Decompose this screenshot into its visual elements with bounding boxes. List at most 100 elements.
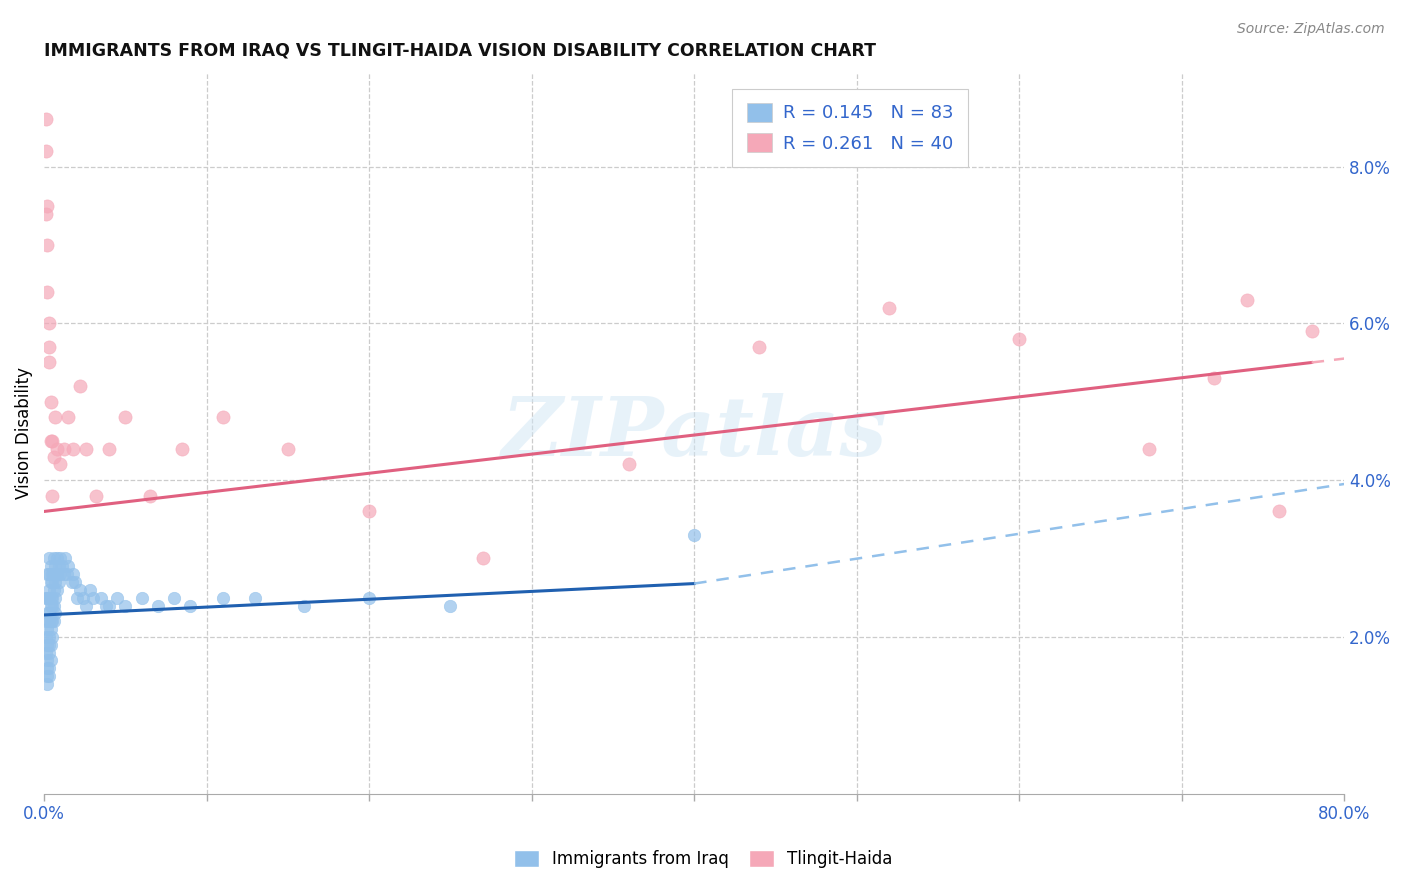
Point <box>62 442 84 456</box>
Point <box>37 591 59 605</box>
Point <box>38 340 60 354</box>
Point <box>146 599 169 613</box>
Point <box>56 567 79 582</box>
Point <box>38 638 60 652</box>
Point <box>41 630 63 644</box>
Point <box>35 112 58 127</box>
Point <box>42 450 65 464</box>
Point <box>49 458 72 472</box>
Legend: Immigrants from Iraq, Tlingit-Haida: Immigrants from Iraq, Tlingit-Haida <box>508 843 898 875</box>
Point <box>44 607 66 621</box>
Point <box>37 677 59 691</box>
Point <box>48 574 70 589</box>
Point <box>38 607 60 621</box>
Point <box>38 355 60 369</box>
Point <box>44 559 66 574</box>
Point <box>439 599 461 613</box>
Point <box>35 591 58 605</box>
Point <box>53 551 76 566</box>
Point <box>41 574 63 589</box>
Point <box>172 442 194 456</box>
Point <box>38 646 60 660</box>
Point <box>62 567 84 582</box>
Point <box>38 661 60 675</box>
Point <box>179 599 201 613</box>
Point <box>69 379 91 393</box>
Point <box>38 567 60 582</box>
Point <box>75 599 97 613</box>
Text: Source: ZipAtlas.com: Source: ZipAtlas.com <box>1237 22 1385 37</box>
Point <box>748 340 770 354</box>
Point <box>38 614 60 628</box>
Point <box>46 551 69 566</box>
Point <box>44 591 66 605</box>
Point <box>277 442 299 456</box>
Point <box>51 559 73 574</box>
Point <box>41 599 63 613</box>
Point <box>75 442 97 456</box>
Point <box>163 591 186 605</box>
Point <box>1204 371 1226 385</box>
Point <box>35 630 58 644</box>
Point <box>39 622 62 636</box>
Point <box>359 591 381 605</box>
Point <box>44 410 66 425</box>
Point <box>38 582 60 597</box>
Point <box>37 622 59 636</box>
Point <box>42 599 65 613</box>
Point <box>37 567 59 582</box>
Point <box>63 574 86 589</box>
Text: IMMIGRANTS FROM IRAQ VS TLINGIT-HAIDA VISION DISABILITY CORRELATION CHART: IMMIGRANTS FROM IRAQ VS TLINGIT-HAIDA VI… <box>44 42 876 60</box>
Point <box>41 591 63 605</box>
Point <box>39 638 62 652</box>
Point <box>39 653 62 667</box>
Point <box>138 489 160 503</box>
Point <box>42 614 65 628</box>
Point <box>1268 504 1291 518</box>
Point <box>114 599 136 613</box>
Point <box>105 591 128 605</box>
Point <box>58 559 80 574</box>
Point <box>41 434 63 448</box>
Point <box>37 653 59 667</box>
Point <box>683 528 706 542</box>
Legend: R = 0.145   N = 83, R = 0.261   N = 40: R = 0.145 N = 83, R = 0.261 N = 40 <box>733 88 967 167</box>
Point <box>1301 324 1323 338</box>
Point <box>42 551 65 566</box>
Point <box>292 599 315 613</box>
Point <box>35 144 58 158</box>
Point <box>35 646 58 660</box>
Point <box>90 591 112 605</box>
Point <box>46 567 69 582</box>
Point <box>72 591 94 605</box>
Point <box>131 591 153 605</box>
Point <box>82 591 104 605</box>
Point <box>44 574 66 589</box>
Point <box>84 489 107 503</box>
Point <box>38 630 60 644</box>
Point <box>212 591 235 605</box>
Point <box>49 551 72 566</box>
Point <box>38 591 60 605</box>
Point <box>41 489 63 503</box>
Point <box>212 410 235 425</box>
Point <box>39 614 62 628</box>
Point <box>41 614 63 628</box>
Point <box>42 567 65 582</box>
Point <box>37 661 59 675</box>
Point <box>38 316 60 330</box>
Point <box>38 551 60 566</box>
Point <box>48 559 70 574</box>
Point <box>79 582 101 597</box>
Point <box>37 669 59 683</box>
Point <box>46 582 69 597</box>
Point <box>1008 332 1031 346</box>
Point <box>245 591 267 605</box>
Point <box>359 504 381 518</box>
Point <box>39 559 62 574</box>
Point <box>69 582 91 597</box>
Point <box>37 638 59 652</box>
Point <box>38 669 60 683</box>
Point <box>35 614 58 628</box>
Point <box>41 567 63 582</box>
